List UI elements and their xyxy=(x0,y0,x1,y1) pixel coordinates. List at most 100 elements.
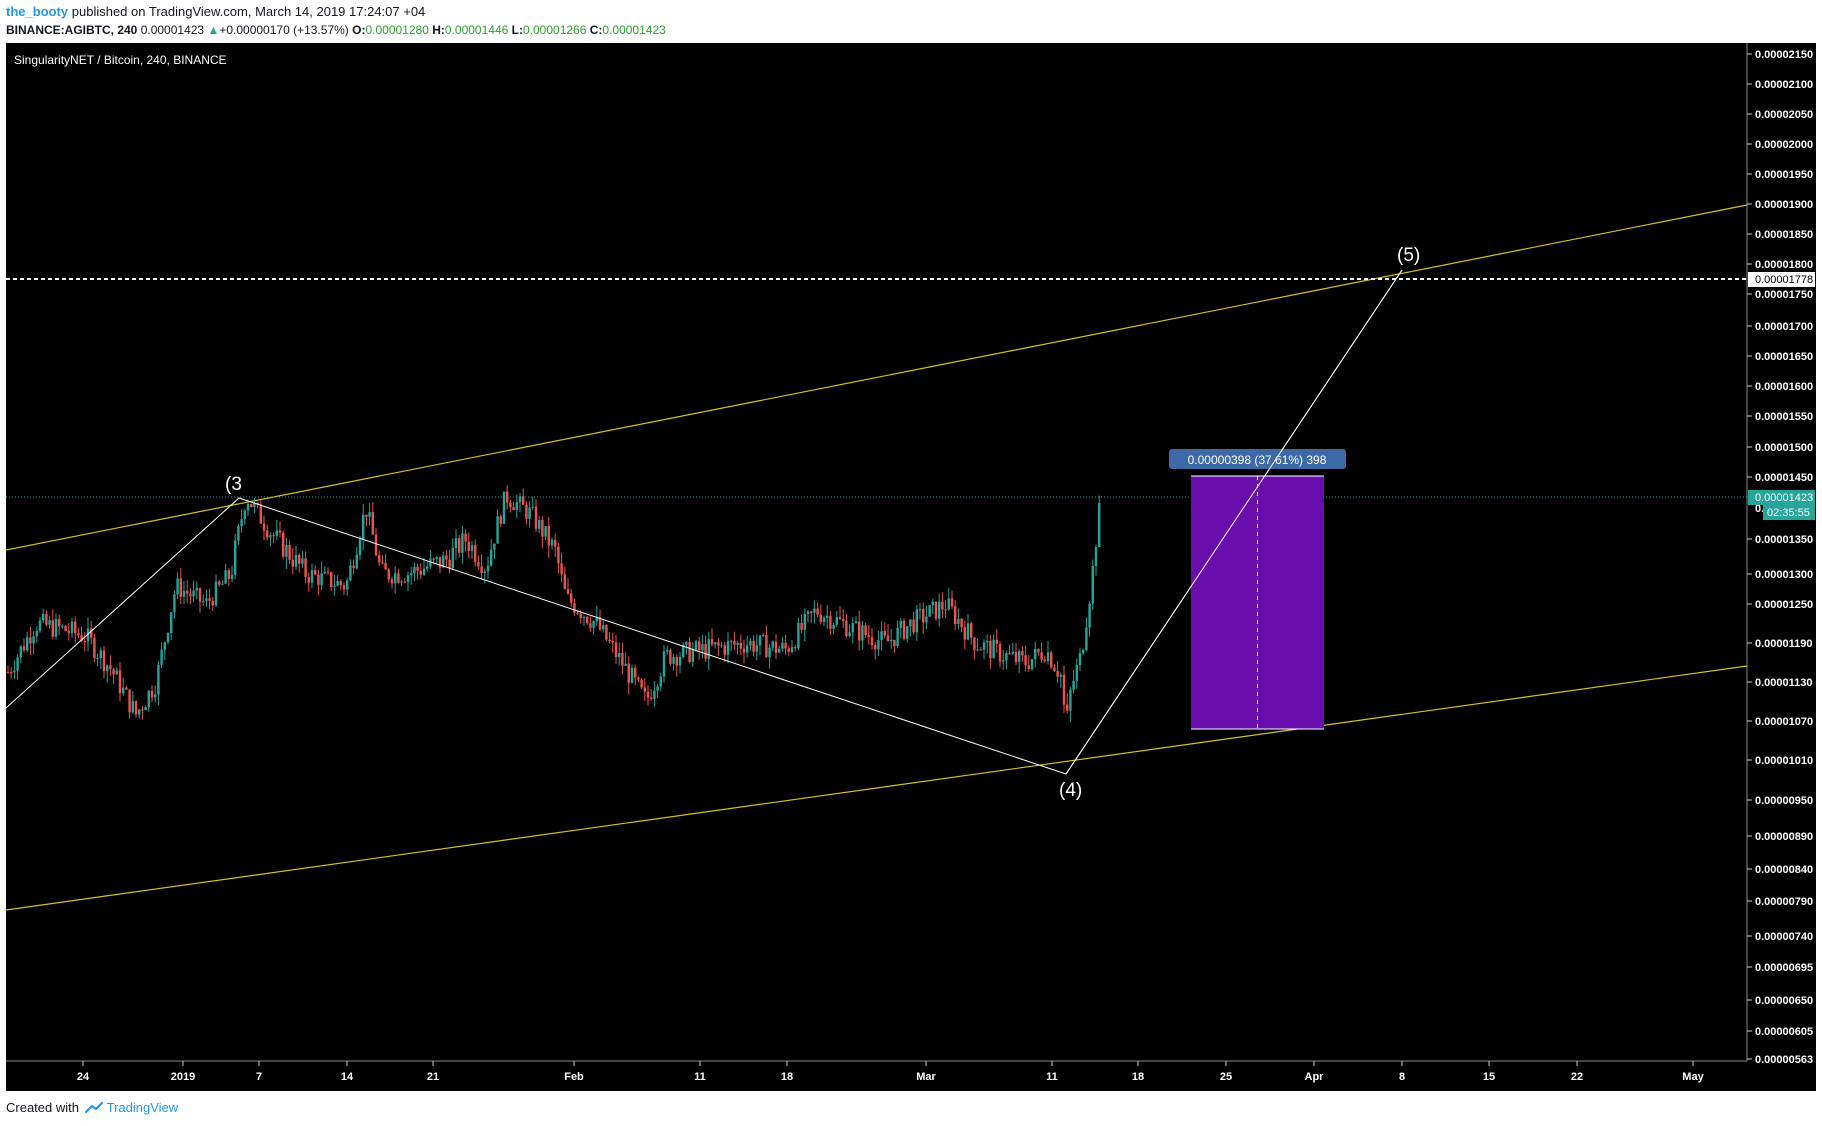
candle-body xyxy=(832,624,835,629)
change-value: +0.00000170 (+13.57%) xyxy=(219,23,349,37)
candle-body xyxy=(784,642,787,649)
candle-body xyxy=(406,575,410,583)
candle-body xyxy=(602,625,605,630)
candle-body xyxy=(42,614,45,621)
high-label: H: xyxy=(432,23,445,37)
candle-body xyxy=(125,687,128,690)
candle-body xyxy=(509,502,512,508)
author-name[interactable]: the_booty xyxy=(6,4,69,19)
wave-5-segment xyxy=(1065,269,1403,775)
candle-body xyxy=(134,701,138,715)
candle-body xyxy=(826,615,829,618)
candle-body xyxy=(992,639,995,659)
candle-body xyxy=(1088,603,1091,628)
candle-body xyxy=(861,625,864,641)
candle-body xyxy=(1085,627,1088,650)
candle-body xyxy=(938,601,941,619)
close-label: C: xyxy=(589,23,603,37)
price-range-box xyxy=(1191,476,1324,729)
candle-body xyxy=(384,563,387,570)
candle-body xyxy=(179,578,182,597)
last-price-label: 0.00001423 xyxy=(1755,492,1813,504)
candle-body xyxy=(806,611,810,614)
candle-body xyxy=(1062,674,1066,705)
candle-body xyxy=(515,502,518,511)
candle-body xyxy=(739,642,742,649)
close-value: 0.00001423 xyxy=(602,23,666,37)
candle-body xyxy=(960,619,963,628)
candle-body xyxy=(890,639,893,642)
candle-body xyxy=(86,628,90,642)
candle-body xyxy=(419,570,422,575)
candle-body xyxy=(797,622,800,649)
candle-body xyxy=(1094,547,1098,566)
candle-body xyxy=(803,613,806,630)
candle-body xyxy=(608,639,611,642)
candle-body xyxy=(560,563,563,575)
candle-body xyxy=(186,590,189,594)
price-tick-label: 0.00001190 xyxy=(1755,638,1813,650)
candle-body xyxy=(678,656,682,666)
tradingview-brand[interactable]: TradingView xyxy=(106,1100,179,1115)
candle-body xyxy=(250,503,253,508)
chart-area[interactable]: 0.00002150 0.00002100 0.00002050 0.00002000… xyxy=(6,43,1816,1091)
candle-body xyxy=(758,635,762,646)
price-tick-label: 0.00001750 xyxy=(1755,289,1813,301)
price-chart[interactable]: 0.00002150 0.00002100 0.00002050 0.00002000… xyxy=(6,43,1816,1091)
wave-label-4: (4) xyxy=(1059,780,1082,801)
candle-body xyxy=(1066,704,1069,711)
candle-body xyxy=(986,640,989,643)
candle-body xyxy=(400,581,403,583)
candle-body xyxy=(480,566,483,573)
candle-body xyxy=(755,645,758,652)
candle-body xyxy=(362,514,365,540)
candle-body xyxy=(771,641,774,648)
price-tick-label: 0.00000695 xyxy=(1755,962,1813,974)
candle-body xyxy=(426,566,429,569)
price-tick-label: 0.00000790 xyxy=(1755,896,1813,908)
candle-body xyxy=(838,617,842,619)
candle-body xyxy=(10,672,13,674)
candle-body xyxy=(880,631,883,641)
candle-body xyxy=(762,634,765,636)
candle-body xyxy=(214,581,218,606)
candle-body xyxy=(701,644,704,651)
price-tick-label: 0.00000563 xyxy=(1755,1054,1813,1066)
price-tick-label: 0.00000890 xyxy=(1755,831,1813,843)
time-tick-label: 8 xyxy=(1399,1071,1405,1083)
candle-body xyxy=(525,504,528,519)
low-label: L: xyxy=(511,23,523,37)
price-tick-label: 0.00000950 xyxy=(1755,795,1813,807)
price-tick-label: 0.00001800 xyxy=(1755,259,1813,271)
time-tick-label: 7 xyxy=(256,1071,262,1083)
candle-body xyxy=(522,496,525,505)
candle-body xyxy=(16,657,19,671)
candle-body xyxy=(432,558,435,560)
measure-label-box xyxy=(1169,449,1346,469)
price-tick-label: 0.00002050 xyxy=(1755,109,1813,121)
candle-body xyxy=(998,643,1002,662)
candle-body xyxy=(566,589,570,594)
candle-body xyxy=(397,573,400,583)
candle-body xyxy=(1008,653,1011,655)
ohlc-line: BINANCE:AGIBTC, 240 0.00001423 ▲+0.00000… xyxy=(6,23,666,37)
candle-body xyxy=(1002,660,1005,662)
candle-body xyxy=(470,545,474,552)
candle-body xyxy=(819,614,822,622)
candle-body xyxy=(1040,652,1043,660)
candle-body xyxy=(346,580,349,590)
candle-body xyxy=(198,588,202,602)
candle-body xyxy=(774,641,778,653)
candle-body xyxy=(877,640,880,650)
candle-body xyxy=(93,637,96,659)
candle-body xyxy=(48,620,51,625)
candle-body xyxy=(467,541,470,552)
candle-body xyxy=(131,701,134,713)
price-tick-label: 0.00001300 xyxy=(1755,569,1813,581)
candle-body xyxy=(851,623,854,633)
candle-body xyxy=(352,565,355,569)
candle-body xyxy=(138,709,141,715)
candle-body xyxy=(944,609,947,611)
candle-body xyxy=(499,516,502,524)
candle-body xyxy=(592,621,595,628)
